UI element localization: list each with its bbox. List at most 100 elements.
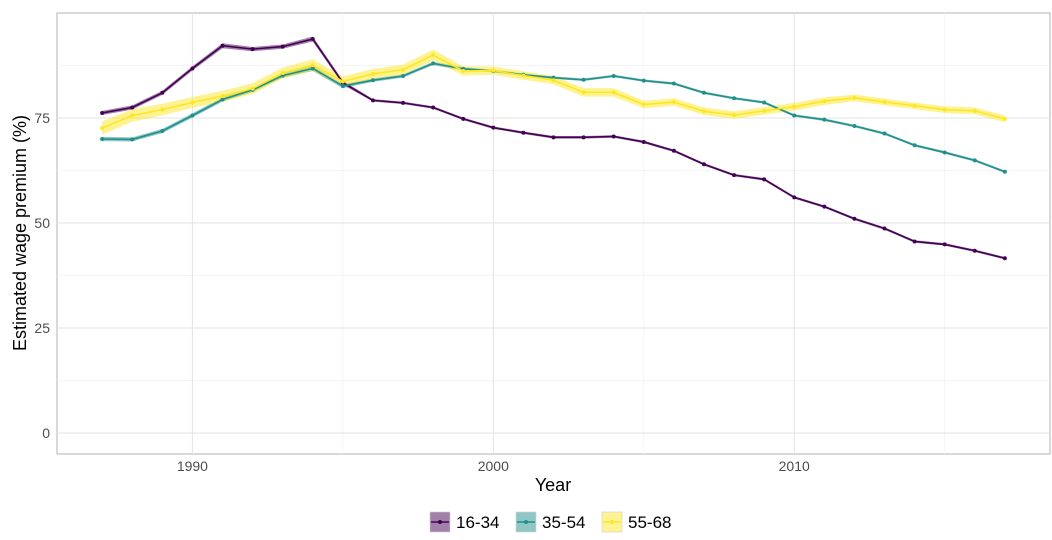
data-point-16-34	[491, 125, 496, 130]
data-point-16-34	[912, 239, 917, 244]
legend-label: 35-54	[542, 513, 585, 532]
data-point-55-68	[250, 86, 255, 91]
data-point-35-54	[732, 96, 737, 101]
data-point-35-54	[611, 74, 616, 78]
data-point-35-54	[340, 84, 345, 89]
grid-major	[57, 13, 1050, 454]
data-point-16-34	[732, 173, 737, 178]
data-point-35-54	[431, 61, 436, 66]
data-point-16-34	[130, 105, 135, 110]
legend-item-35-54: 35-54	[515, 511, 585, 533]
data-point-55-68	[792, 104, 797, 109]
x-axis-tick-labels: 1990 2000 2010	[177, 458, 810, 474]
legend-label: 16-34	[456, 513, 499, 532]
data-point-55-68	[280, 71, 285, 76]
data-point-55-68	[401, 67, 406, 72]
data-point-35-54	[671, 81, 676, 86]
data-point-35-54	[130, 137, 135, 142]
data-point-16-34	[671, 148, 676, 153]
y-axis-tick-labels: 0 25 50 75	[34, 110, 50, 441]
data-point-55-68	[431, 53, 436, 57]
legend-key-point	[610, 520, 614, 524]
data-point-16-34	[461, 116, 466, 121]
data-point-55-68	[130, 113, 135, 118]
data-point-55-68	[340, 79, 345, 84]
legend-item-55-68: 55-68	[601, 511, 671, 533]
data-point-55-68	[491, 68, 496, 73]
y-tick-label: 25	[34, 320, 50, 336]
data-point-55-68	[852, 95, 857, 100]
data-point-35-54	[220, 97, 225, 102]
data-point-16-34	[762, 177, 767, 182]
data-point-16-34	[822, 204, 827, 209]
data-point-55-68	[671, 100, 676, 105]
data-point-16-34	[852, 216, 857, 221]
data-point-35-54	[310, 66, 315, 71]
data-point-35-54	[912, 143, 917, 148]
y-tick-label: 50	[34, 215, 50, 231]
series-band-55-68	[102, 49, 1005, 135]
data-point-16-34	[942, 242, 947, 247]
y-axis-title: Estimated wage premium (%)	[10, 115, 30, 351]
x-tick-label: 2010	[779, 458, 810, 474]
data-point-55-68	[882, 100, 887, 105]
series-points	[100, 37, 1007, 261]
data-point-16-34	[220, 43, 225, 48]
data-point-55-68	[551, 78, 556, 83]
data-point-16-34	[641, 139, 646, 144]
legend-label: 55-68	[628, 513, 671, 532]
data-point-55-68	[310, 63, 315, 68]
data-point-35-54	[581, 77, 586, 82]
data-point-35-54	[822, 117, 827, 122]
data-point-16-34	[581, 135, 586, 140]
data-point-16-34	[792, 195, 797, 200]
data-point-35-54	[972, 158, 977, 163]
data-point-55-68	[972, 108, 977, 113]
data-point-55-68	[370, 71, 375, 76]
data-point-16-34	[250, 47, 255, 52]
data-point-55-68	[1002, 116, 1007, 121]
data-point-55-68	[762, 108, 767, 113]
data-point-16-34	[401, 100, 406, 105]
data-point-55-68	[732, 113, 737, 118]
data-point-35-54	[882, 131, 887, 136]
data-point-16-34	[190, 66, 195, 71]
data-point-16-34	[1002, 256, 1007, 261]
data-point-16-34	[160, 90, 165, 95]
data-point-55-68	[100, 126, 105, 131]
data-point-35-54	[1002, 169, 1007, 174]
legend-item-16-34: 16-34	[429, 511, 499, 533]
data-point-16-34	[100, 110, 105, 115]
x-tick-label: 2000	[478, 458, 509, 474]
y-tick-label: 0	[42, 425, 50, 441]
data-point-55-68	[942, 107, 947, 112]
data-point-35-54	[100, 137, 105, 141]
confidence-bands	[102, 36, 1005, 260]
data-point-16-34	[611, 134, 616, 139]
data-point-16-34	[431, 105, 436, 110]
x-tick-label: 1990	[177, 458, 208, 474]
data-point-55-68	[912, 103, 917, 108]
data-point-16-34	[972, 248, 977, 253]
legend-key-point	[524, 520, 528, 524]
data-point-16-34	[280, 44, 285, 49]
data-point-16-34	[521, 130, 526, 135]
data-point-16-34	[882, 226, 887, 231]
data-point-16-34	[551, 135, 556, 140]
data-point-35-54	[701, 90, 706, 95]
data-point-55-68	[611, 90, 616, 95]
data-point-55-68	[220, 94, 225, 99]
data-point-35-54	[942, 150, 947, 155]
data-point-55-68	[461, 68, 466, 73]
data-point-35-54	[190, 113, 195, 118]
data-point-35-54	[641, 78, 646, 83]
legend-key-point	[438, 520, 442, 524]
data-point-55-68	[581, 90, 586, 95]
data-point-55-68	[822, 99, 827, 104]
data-point-35-54	[160, 129, 165, 134]
data-point-35-54	[852, 123, 857, 128]
data-point-16-34	[370, 98, 375, 103]
data-point-16-34	[701, 162, 706, 167]
